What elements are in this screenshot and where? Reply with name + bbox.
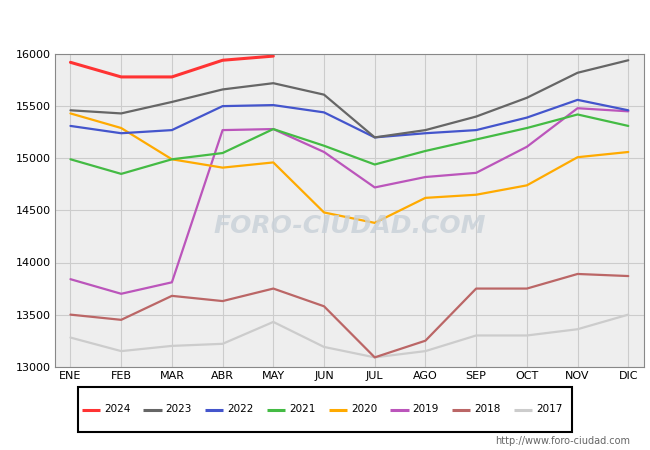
Text: 2022: 2022 (227, 405, 254, 414)
Text: http://www.foro-ciudad.com: http://www.foro-ciudad.com (495, 436, 630, 446)
FancyBboxPatch shape (78, 387, 572, 432)
Text: 2017: 2017 (536, 405, 562, 414)
Text: 2021: 2021 (289, 405, 315, 414)
Text: Afiliados en Vilafranca del Penedès a 31/5/2024: Afiliados en Vilafranca del Penedès a 31… (134, 16, 516, 31)
Text: 2018: 2018 (474, 405, 500, 414)
Text: 2020: 2020 (351, 405, 377, 414)
Text: 2024: 2024 (104, 405, 130, 414)
Text: FORO-CIUDAD.COM: FORO-CIUDAD.COM (213, 214, 486, 238)
Text: 2019: 2019 (413, 405, 439, 414)
Text: 2023: 2023 (166, 405, 192, 414)
